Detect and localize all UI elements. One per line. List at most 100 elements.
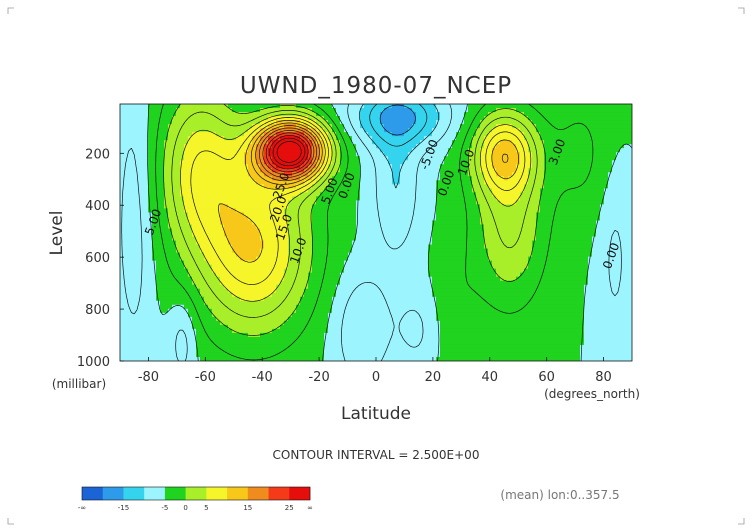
field-cell (352, 136, 357, 141)
field-cell (288, 132, 293, 137)
field-cell (204, 132, 209, 137)
field-cell (260, 224, 265, 230)
field-cell (144, 268, 149, 274)
field-cell (408, 276, 413, 282)
field-cell (284, 320, 289, 326)
field-cell (356, 284, 361, 290)
field-cell (420, 184, 425, 189)
field-cell (316, 172, 321, 177)
field-cell (328, 292, 333, 298)
field-cell (304, 256, 309, 262)
field-cell (288, 248, 293, 254)
field-cell (196, 236, 201, 242)
field-cell (228, 292, 233, 298)
field-cell (348, 160, 353, 165)
field-cell (124, 188, 129, 193)
field-cell (196, 108, 201, 113)
field-cell (372, 184, 377, 189)
field-cell (232, 152, 237, 157)
field-cell (288, 272, 293, 278)
field-cell (264, 256, 269, 262)
field-cell (316, 152, 321, 157)
field-cell (324, 188, 329, 193)
field-cell (416, 200, 421, 205)
field-cell (156, 332, 161, 338)
field-cell (188, 304, 193, 310)
field-cell (140, 104, 145, 109)
field-cell (324, 292, 329, 298)
field-cell (364, 212, 369, 218)
field-cell (212, 316, 217, 322)
field-cell (244, 192, 249, 197)
field-cell (388, 284, 393, 290)
field-cell (284, 184, 289, 189)
field-cell (188, 204, 193, 210)
field-cell (336, 120, 341, 125)
field-cell (280, 284, 285, 290)
field-cell (316, 300, 321, 306)
field-cell (312, 248, 317, 254)
field-cell (168, 160, 173, 165)
field-cell (332, 176, 337, 181)
field-cell (220, 208, 225, 214)
field-cell (228, 252, 233, 258)
field-cell (408, 288, 413, 294)
field-cell (336, 244, 341, 250)
field-cell (184, 252, 189, 258)
field-cell (140, 128, 145, 133)
field-cell (352, 308, 357, 314)
field-cell (416, 264, 421, 270)
field-cell (136, 160, 141, 165)
field-cell (364, 328, 369, 334)
field-cell (264, 248, 269, 254)
field-cell (188, 280, 193, 286)
field-cell (200, 324, 205, 330)
field-cell (256, 264, 261, 270)
field-cell (252, 144, 257, 149)
field-cell (232, 348, 237, 354)
field-cell (196, 244, 201, 250)
field-cell (160, 216, 165, 222)
field-cell (264, 288, 269, 294)
field-cell (388, 116, 393, 121)
field-cell (132, 244, 137, 250)
field-cell (428, 228, 433, 234)
field-cell (172, 276, 177, 282)
field-cell (236, 284, 241, 290)
field-cell (248, 144, 253, 149)
field-cell (204, 144, 209, 149)
field-cell (168, 164, 173, 169)
field-cell (156, 200, 161, 205)
field-cell (264, 324, 269, 330)
field-cell (140, 140, 145, 145)
field-cell (404, 120, 409, 125)
field-cell (392, 108, 397, 113)
field-cell (212, 344, 217, 350)
field-cell (336, 104, 341, 109)
field-cell (240, 164, 245, 169)
field-cell (376, 236, 381, 242)
field-cell (316, 208, 321, 214)
field-cell (328, 332, 333, 338)
field-cell (364, 208, 369, 214)
field-cell (344, 184, 349, 189)
field-cell (344, 136, 349, 141)
field-cell (148, 188, 153, 193)
field-cell (248, 320, 253, 326)
field-cell (368, 292, 373, 298)
field-cell (428, 164, 433, 169)
field-cell (296, 344, 301, 350)
field-cell (224, 292, 229, 298)
field-cell (148, 332, 153, 338)
field-cell (144, 216, 149, 222)
field-cell (412, 256, 417, 262)
field-cell (396, 352, 401, 358)
field-cell (120, 172, 125, 177)
field-cell (300, 256, 305, 262)
field-cell (180, 292, 185, 298)
field-cell (208, 228, 213, 234)
field-cell (380, 224, 385, 230)
field-cell (216, 312, 221, 318)
field-cell (364, 188, 369, 193)
field-cell (228, 304, 233, 310)
